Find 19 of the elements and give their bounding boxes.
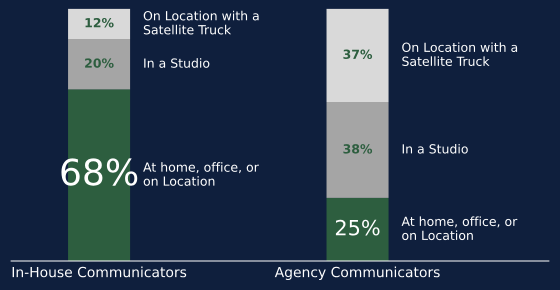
data-label: 20% [85, 58, 114, 68]
series-label: In a Studio [402, 144, 468, 154]
bar [68, 38, 130, 90]
series-label: At home, office, or on Location [402, 216, 518, 240]
bar [326, 198, 389, 261]
series-label: On Location with a Satellite Truck [144, 10, 259, 34]
x-tick-label: Agency Communicators [274, 266, 440, 280]
bar [326, 8, 389, 102]
text: In a Studio [144, 58, 210, 68]
data-label: 37% [343, 50, 372, 59]
text: At home, office, or on Location [143, 162, 259, 186]
x-tick-label: In-House Communicators [12, 266, 186, 278]
bar [326, 102, 389, 198]
data-label: 12% [86, 18, 114, 28]
data-label: 38% [343, 144, 372, 154]
bar [68, 8, 130, 39]
text: On Location with a Satellite Truck [402, 42, 518, 66]
data-label: 68% [61, 158, 138, 186]
data-label: 25% [336, 220, 380, 236]
